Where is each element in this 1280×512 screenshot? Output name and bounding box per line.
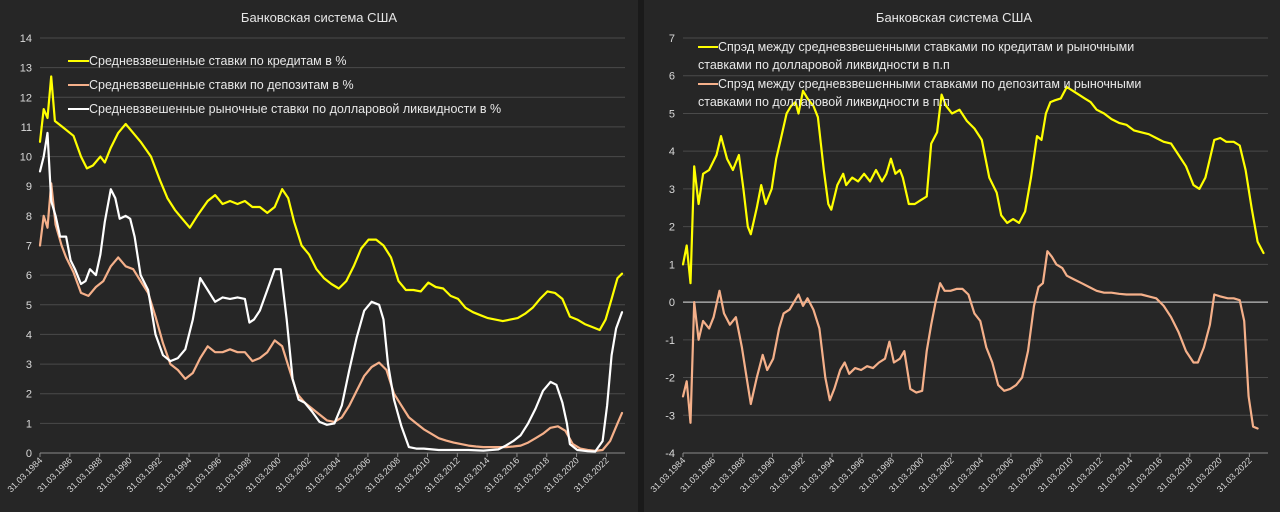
y-tick-label: 6	[26, 270, 32, 282]
y-axis: -4 -3 -2 -1 0 1 2 3 4 5 6 7	[665, 33, 675, 460]
y-tick-label: 0	[26, 448, 32, 460]
y-tick-label: 2	[669, 222, 675, 234]
y-tick-label: 5	[26, 300, 32, 312]
series-line-0	[38, 75, 624, 332]
y-tick-label: 11	[21, 122, 32, 134]
y-tick-label: 3	[26, 359, 32, 371]
chart-title: Банковская система США	[241, 10, 398, 25]
series-line-1	[38, 182, 624, 452]
legend-line: Спрэд между средневзвешенными ставками п…	[718, 77, 1141, 91]
chart-svg-left: Банковская система США 01234567891011121…	[5, 10, 625, 494]
legend: Спрэд между средневзвешенными ставками п…	[698, 40, 1145, 109]
y-tick-label: 4	[669, 146, 675, 158]
y-tick-label: -3	[665, 410, 675, 422]
y-tick-label: 12	[20, 92, 32, 104]
legend-line: Спрэд между средневзвешенными ставками п…	[718, 40, 1134, 54]
y-tick-label: 2	[26, 389, 32, 401]
y-tick-label: 10	[20, 152, 32, 164]
y-tick-label: 8	[26, 211, 32, 223]
series-line-1	[681, 250, 1259, 430]
legend-label-lending-spread: Спрэд между средневзвешенными ставками п…	[698, 40, 1138, 72]
y-tick-label: 1	[26, 418, 32, 430]
legend-label-deposit-spread: Спрэд между средневзвешенными ставками п…	[698, 77, 1145, 109]
y-tick-label: 5	[669, 108, 675, 120]
y-tick-label: -2	[665, 373, 675, 385]
grid	[683, 37, 1268, 454]
legend-line: ставками по долларовой ликвидности в п.п	[698, 95, 950, 109]
legend: Средневзвешенные ставки по кредитам в % …	[68, 54, 501, 116]
y-tick-label: 7	[669, 33, 675, 45]
series-line-0	[681, 85, 1265, 285]
legend-label-deposit: Средневзвешенные ставки по депозитам в %	[89, 78, 354, 92]
y-tick-label: -1	[665, 335, 675, 347]
x-axis: 31.03.198431.03.198631.03.198831.03.1990…	[5, 453, 611, 494]
series-lines	[38, 75, 624, 453]
legend-line: ставками по долларовой ликвидности в п.п	[698, 58, 950, 72]
y-tick-label: 14	[20, 33, 32, 45]
y-tick-label: 4	[26, 329, 32, 341]
chart-title: Банковская система США	[876, 10, 1033, 25]
y-tick-label: 7	[26, 241, 32, 253]
y-tick-label: 3	[669, 184, 675, 196]
x-axis: 31.03.198431.03.198631.03.198831.03.1990…	[648, 453, 1254, 494]
chart-panel-right: Банковская система США -4 -3 -2 -1 0 1 2 3 4 5 6 7 …	[644, 0, 1280, 512]
chart-svg-right: Банковская система США -4-3-2-101234567 …	[648, 10, 1268, 494]
series-lines	[681, 85, 1265, 430]
legend-label-lending: Средневзвешенные ставки по кредитам в %	[89, 54, 346, 68]
legend-label-market: Средневзвешенные рыночные ставки по долл…	[89, 102, 501, 116]
chart-panel-left: Банковская система США 0 1 2 3 4 5 6 7 8 9 10 11 12 1…	[0, 0, 638, 512]
series-line-2	[38, 131, 624, 453]
y-tick-label: 6	[669, 71, 675, 83]
y-tick-label: 9	[26, 181, 32, 193]
y-tick-label: -4	[665, 448, 675, 460]
grid	[40, 37, 625, 454]
y-tick-label: 1	[669, 259, 675, 271]
y-tick-label: 13	[20, 63, 32, 75]
y-tick-label: 0	[669, 297, 675, 309]
